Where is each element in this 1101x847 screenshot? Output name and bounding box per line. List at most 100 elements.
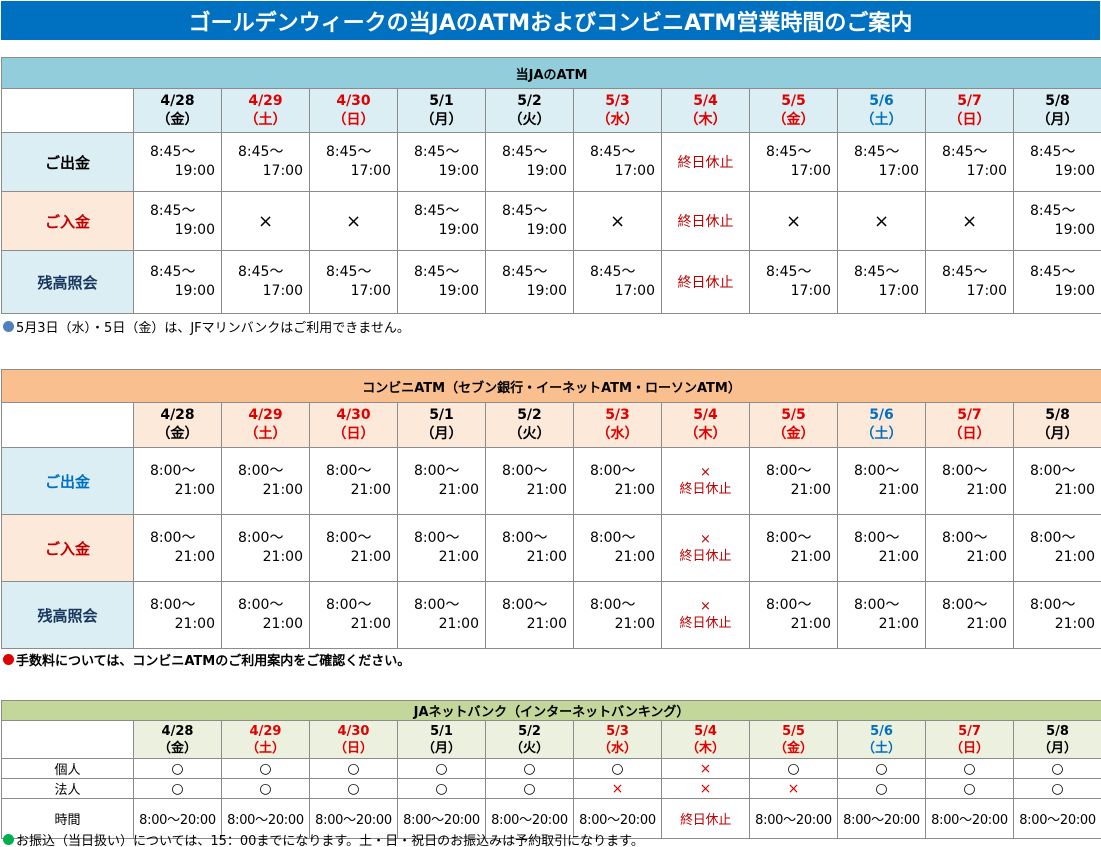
start-time: 8:00〜 [942, 597, 988, 613]
hours-cell: 8:00〜 21:00 [485, 447, 574, 515]
hours-cell: 8:00〜 21:00 [397, 447, 486, 515]
closed-mark: × [700, 465, 711, 480]
start-time: 8:45〜 [326, 264, 372, 280]
closed-cell: × 終日休止 [661, 514, 750, 582]
date-header-cell: 5/3 （水） [573, 720, 662, 759]
date-header-cell: 5/8 （月） [1012, 88, 1101, 133]
weekday-label: （火） [508, 426, 551, 442]
blue-bullet-icon [3, 321, 14, 332]
end-time: 21:00 [174, 616, 215, 632]
start-time: 8:45〜 [238, 144, 284, 160]
weekday-label: （土） [244, 426, 287, 442]
hours-cell: 8:00〜 21:00 [397, 514, 486, 582]
hours-cell: 8:00〜 21:00 [749, 514, 838, 582]
end-time: 19:00 [526, 222, 567, 238]
hours-cell: 8:45〜 17:00 [749, 250, 838, 314]
start-time: 8:00〜 [238, 463, 284, 479]
net-bank-note: お振込（当日扱い）については、15：00までになります。土・日・祝日のお振込みは… [3, 830, 644, 847]
unavailable-cell: × [573, 778, 662, 799]
date-header-cell: 5/6 （土） [837, 88, 926, 133]
end-time: 19:00 [174, 163, 215, 179]
start-time: 8:45〜 [854, 144, 900, 160]
start-time: 8:00〜 [150, 597, 196, 613]
date-header-cell: 5/5 （金） [749, 88, 838, 133]
net-bank-table: JAネットバンク（インターネットバンキング） 4/28 （金） 4/29 （土） 4/3… [0, 700, 1101, 839]
row-label-deposit: ご入金 [1, 514, 134, 582]
end-time: 19:00 [1054, 163, 1096, 179]
date-label: 4/30 [337, 723, 370, 739]
start-time: 8:45〜 [502, 264, 548, 280]
hours-cell: 8:45〜 19:00 [133, 191, 222, 251]
start-time: 8:00〜 [502, 463, 548, 479]
end-time: 19:00 [438, 283, 479, 299]
end-time: 21:00 [614, 616, 655, 632]
closed-cell: × 終日休止 [661, 581, 750, 649]
date-header-cell: 5/2 （火） [485, 88, 574, 133]
start-time: 8:00〜 [414, 530, 460, 546]
end-time: 21:00 [966, 616, 1007, 632]
hours-cell: 8:00〜 21:00 [749, 447, 838, 515]
date-label: 4/28 [160, 407, 195, 423]
row-label-corporate: 法人 [1, 778, 134, 799]
header-blank-cell [1, 402, 134, 448]
date-label: 5/5 [782, 723, 805, 739]
available-cell: ○ [221, 758, 310, 779]
end-time: 21:00 [614, 482, 655, 498]
date-label: 5/2 [517, 92, 542, 109]
page-title: ゴールデンウィークの当JAのATMおよびコンビニATM営業時間のご案内 [1, 1, 1100, 40]
end-time: 21:00 [526, 482, 567, 498]
weekday-label: （日） [949, 740, 989, 756]
start-time: 8:45〜 [942, 144, 988, 160]
end-time: 21:00 [526, 549, 567, 565]
available-cell: ○ [1012, 778, 1101, 799]
date-label: 5/7 [958, 723, 981, 739]
weekday-label: （日） [948, 111, 991, 128]
weekday-label: （月） [420, 111, 463, 128]
date-label: 5/3 [605, 407, 630, 423]
date-header-cell: 4/30 （日） [309, 720, 398, 759]
closed-mark: × [700, 599, 711, 614]
end-time: 19:00 [1054, 283, 1096, 299]
hours-cell: 8:00〜 21:00 [485, 514, 574, 582]
date-header-cell: 4/30 （日） [309, 402, 398, 448]
end-time: 19:00 [526, 163, 567, 179]
date-header-cell: 4/29 （土） [221, 720, 310, 759]
end-time: 21:00 [262, 482, 303, 498]
start-time: 8:00〜 [1030, 463, 1076, 479]
hours-cell: 8:45〜 17:00 [221, 132, 310, 192]
hours-cell: 8:00〜 21:00 [925, 581, 1014, 649]
start-time: 8:00〜 [590, 597, 636, 613]
date-header-cell: 4/29 （土） [221, 88, 310, 133]
net-bank-heading: JAネットバンク（インターネットバンキング） [0, 700, 1101, 721]
date-label: 5/8 [1045, 407, 1070, 423]
start-time: 8:45〜 [1030, 264, 1076, 280]
hours-cell: 8:00〜 21:00 [573, 447, 662, 515]
start-time: 8:45〜 [414, 203, 460, 219]
end-time: 21:00 [174, 482, 215, 498]
hours-cell: 8:45〜 17:00 [573, 250, 662, 314]
end-time: 17:00 [614, 163, 655, 179]
start-time: 8:00〜 [326, 463, 372, 479]
unavailable-cell: × [221, 191, 310, 251]
weekday-label: （土） [860, 111, 903, 128]
weekday-label: （金） [157, 740, 197, 756]
weekday-label: （月） [421, 740, 461, 756]
end-time: 21:00 [1054, 482, 1096, 498]
start-time: 8:00〜 [150, 530, 196, 546]
start-time: 8:00〜 [150, 463, 196, 479]
hours-cell: 8:00〜 21:00 [837, 447, 926, 515]
start-time: 8:00〜 [502, 530, 548, 546]
end-time: 17:00 [966, 163, 1007, 179]
date-label: 5/3 [606, 723, 629, 739]
start-time: 8:00〜 [414, 463, 460, 479]
date-header-cell: 5/6 （土） [837, 402, 926, 448]
available-cell: ○ [133, 758, 222, 779]
hours-cell: 8:00〜 21:00 [221, 514, 310, 582]
closed-cell: × 終日休止 [661, 447, 750, 515]
unavailable-cell: × [749, 191, 838, 251]
end-time: 21:00 [878, 549, 919, 565]
start-time: 8:45〜 [414, 264, 460, 280]
closed-cell: 終日休止 [661, 191, 750, 251]
row-label-balance: 残高照会 [1, 250, 134, 314]
hours-cell: 8:45〜 17:00 [221, 250, 310, 314]
